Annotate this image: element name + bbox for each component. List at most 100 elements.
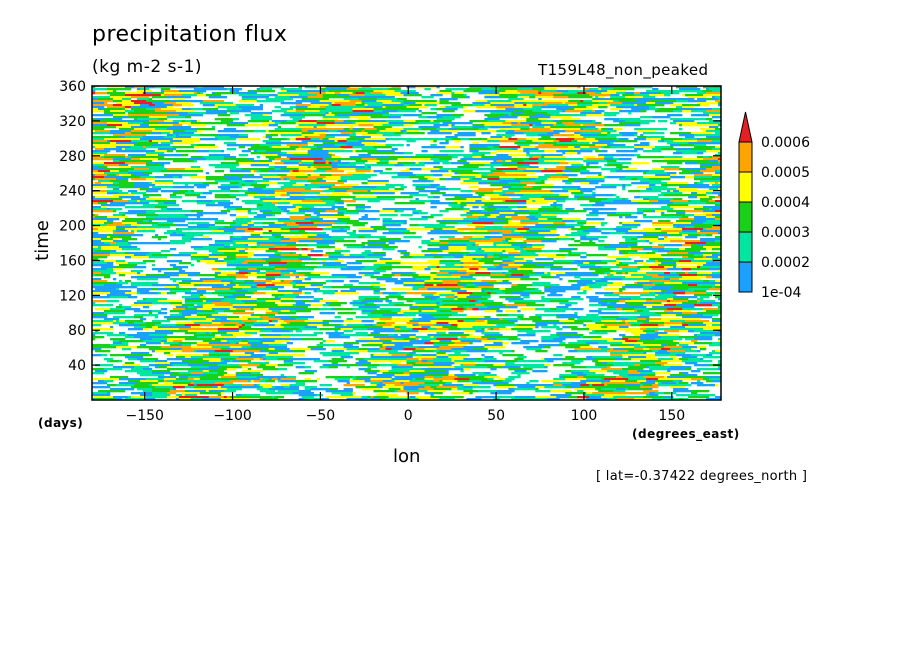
field-cell xyxy=(133,266,147,269)
field-cell xyxy=(385,346,404,349)
field-cell xyxy=(445,88,467,91)
field-cell xyxy=(286,194,290,197)
field-cell xyxy=(685,94,704,97)
field-cell xyxy=(253,144,261,147)
field-cell xyxy=(370,188,389,191)
field-cell xyxy=(631,200,650,203)
field-cell xyxy=(709,162,719,165)
field-cell xyxy=(325,264,347,267)
field-cell xyxy=(205,158,225,161)
field-cell xyxy=(682,346,698,349)
field-cell xyxy=(256,272,267,275)
field-cell xyxy=(157,312,168,315)
field-cell xyxy=(364,130,380,133)
field-cell xyxy=(136,118,150,121)
field-cell xyxy=(244,324,255,327)
field-cell xyxy=(301,292,305,295)
field-cell xyxy=(190,176,207,179)
field-cell xyxy=(397,98,407,101)
field-cell xyxy=(100,156,105,159)
field-cell xyxy=(694,294,713,297)
field-cell xyxy=(211,230,225,233)
field-cell xyxy=(95,216,108,219)
field-cell xyxy=(622,198,626,201)
field-cell xyxy=(550,126,569,129)
field-cell xyxy=(598,308,617,311)
field-cell xyxy=(394,202,413,205)
field-cell xyxy=(595,280,608,283)
field-cell xyxy=(277,154,293,157)
field-cell xyxy=(625,300,647,303)
field-cell xyxy=(265,310,273,313)
field-cell xyxy=(145,86,156,89)
field-cell xyxy=(451,314,467,317)
field-cell xyxy=(712,176,716,179)
field-cell xyxy=(715,196,722,199)
field-cell xyxy=(676,100,689,103)
field-cell xyxy=(589,310,602,313)
field-cell xyxy=(280,270,296,273)
field-cell xyxy=(325,226,332,229)
field-cell xyxy=(637,316,650,319)
field-cell xyxy=(433,166,437,169)
field-cell xyxy=(502,240,506,243)
field-cell xyxy=(511,232,521,235)
field-cell xyxy=(322,260,326,263)
field-cell xyxy=(142,122,159,125)
field-cell xyxy=(535,146,551,149)
field-cell xyxy=(706,220,722,223)
field-cell xyxy=(649,100,662,103)
field-cell xyxy=(430,184,440,187)
field-cell xyxy=(691,186,710,189)
field-cell xyxy=(580,256,587,259)
field-cell xyxy=(559,238,572,241)
field-cell xyxy=(700,266,722,269)
field-cell xyxy=(250,346,273,349)
field-cell xyxy=(259,198,281,201)
field-cell xyxy=(301,264,305,267)
field-cell xyxy=(652,128,668,131)
field-cell xyxy=(367,244,389,247)
field-cell xyxy=(487,210,494,213)
field-cell xyxy=(619,216,623,219)
field-cell xyxy=(226,284,237,287)
field-cell xyxy=(172,266,189,269)
field-cell xyxy=(229,252,249,255)
field-cell xyxy=(109,250,117,253)
field-cell xyxy=(229,88,243,91)
field-cell xyxy=(430,240,440,243)
field-cell xyxy=(418,306,440,309)
field-cell xyxy=(148,252,162,255)
field-cell xyxy=(664,342,680,345)
field-cell xyxy=(92,222,105,225)
field-cell xyxy=(403,122,410,125)
field-cell xyxy=(610,244,617,247)
field-cell xyxy=(280,254,299,257)
field-cell xyxy=(334,100,350,103)
field-cell xyxy=(121,248,141,251)
field-cell xyxy=(697,312,716,315)
field-cell xyxy=(658,324,665,327)
field-cell xyxy=(484,250,503,253)
field-cell xyxy=(415,336,428,339)
field-cell xyxy=(340,146,353,149)
field-cell xyxy=(133,316,144,319)
field-cell xyxy=(175,110,195,113)
field-cell xyxy=(181,154,189,157)
field-cell xyxy=(92,108,99,111)
field-cell xyxy=(535,314,557,317)
field-cell xyxy=(406,168,410,171)
field-cell xyxy=(712,116,722,119)
field-cell xyxy=(181,342,198,345)
field-cell xyxy=(619,326,629,329)
field-cell xyxy=(256,218,279,221)
field-cell xyxy=(136,230,156,233)
field-cell xyxy=(340,292,359,295)
field-cell xyxy=(625,198,629,201)
field-cell xyxy=(124,228,135,231)
field-cell xyxy=(601,326,608,329)
field-cell xyxy=(496,158,512,161)
field-cell xyxy=(502,250,506,253)
field-cell xyxy=(92,218,108,221)
field-cell xyxy=(598,88,602,91)
